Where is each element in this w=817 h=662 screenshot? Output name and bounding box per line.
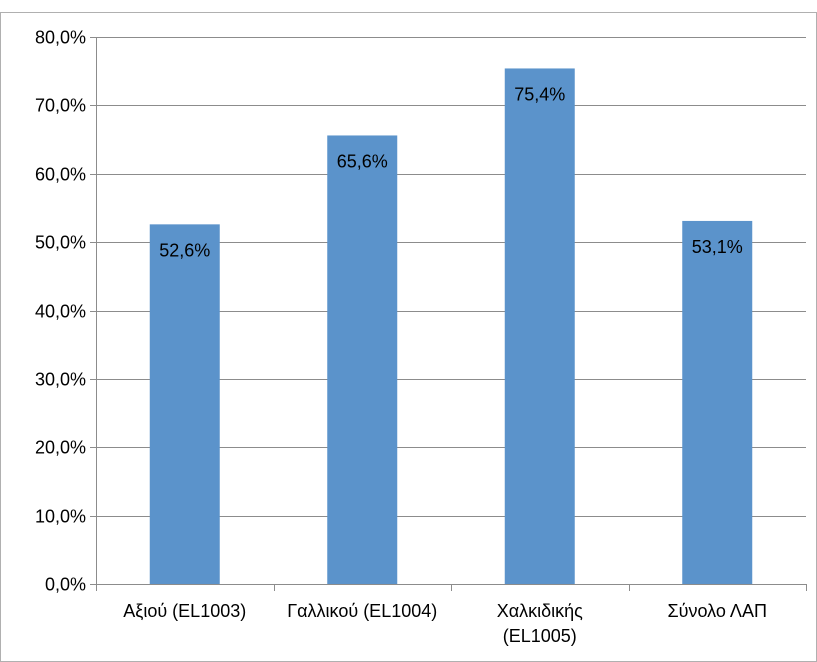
y-tick-label: 20,0%: [35, 438, 86, 458]
bar: [149, 224, 220, 584]
x-category-label: Αξιού (EL1003): [123, 601, 246, 621]
data-label: 53,1%: [692, 237, 743, 257]
y-tick-label: 10,0%: [35, 507, 86, 527]
bar: [504, 68, 575, 584]
x-category-label: Σύνολο ΛΑΠ: [668, 601, 767, 621]
data-label: 75,4%: [514, 84, 565, 104]
bar: [682, 220, 753, 584]
y-tick-label: 30,0%: [35, 370, 86, 390]
x-category-label: Γαλλικού (EL1004): [287, 601, 437, 621]
y-tick-label: 60,0%: [35, 165, 86, 185]
labels: 0,0% 10,0% 20,0% 30,0% 40,0% 50,0% 60,0% 70,0% 8…: [35, 28, 767, 647]
y-tick-label: 70,0%: [35, 96, 86, 116]
y-tick-label: 50,0%: [35, 233, 86, 253]
y-tick-label: 40,0%: [35, 302, 86, 322]
y-tick-label: 80,0%: [35, 28, 86, 48]
x-category-label: (EL1005): [503, 626, 577, 646]
bar: [327, 135, 398, 584]
chart-frame: [0, 12, 817, 662]
bars: [149, 68, 753, 584]
data-label: 52,6%: [159, 240, 210, 260]
axes: [90, 37, 807, 591]
y-tick-label: 0,0%: [45, 575, 86, 595]
x-category-label: Χαλκιδικής: [497, 601, 583, 621]
data-label: 65,6%: [337, 151, 388, 171]
